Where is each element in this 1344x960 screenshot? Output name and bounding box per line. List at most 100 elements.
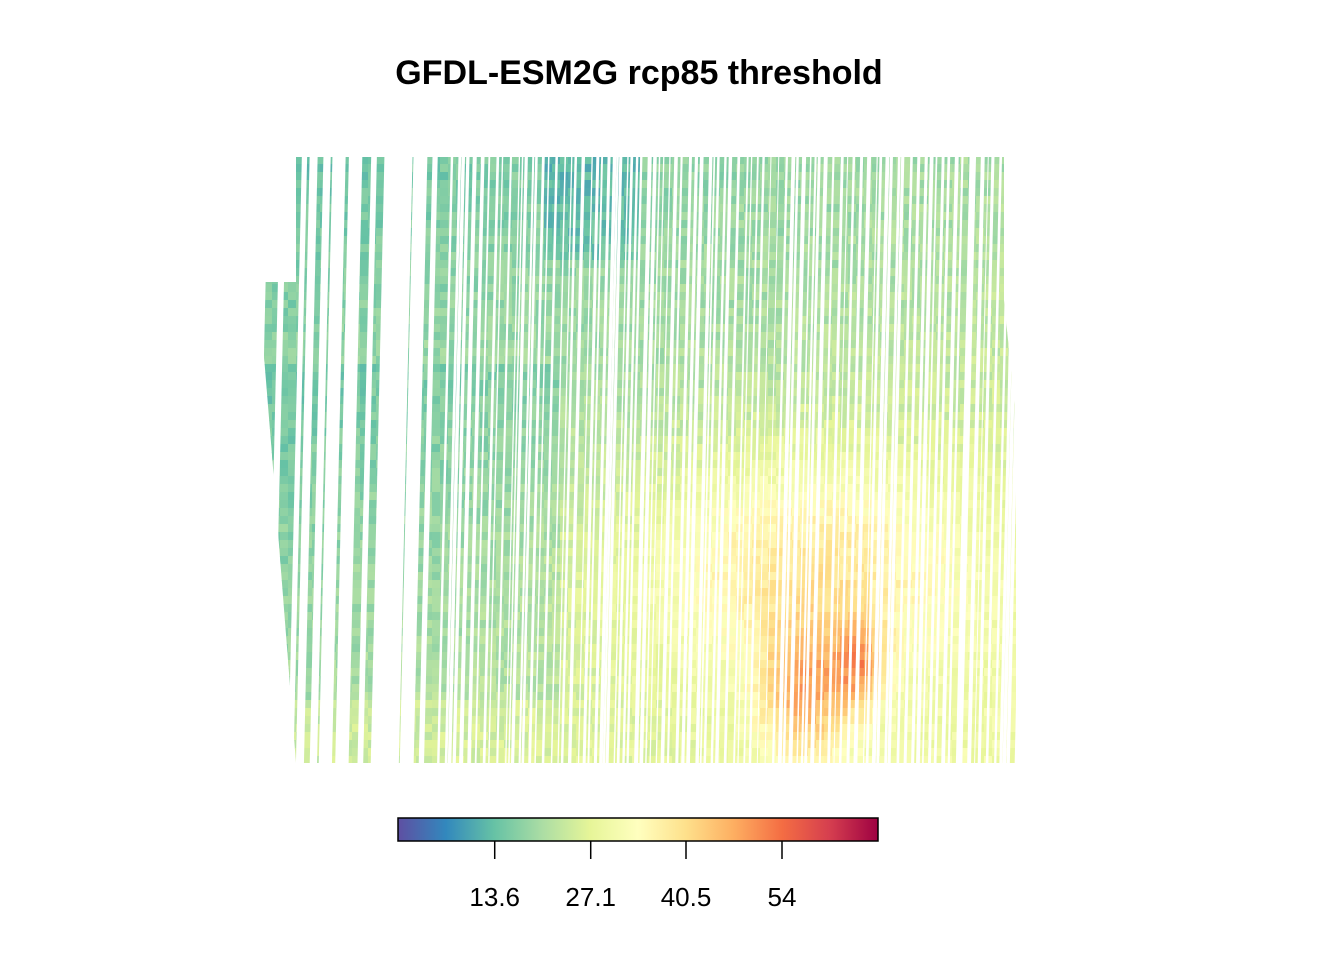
raster-cell bbox=[696, 348, 705, 357]
raster-cell bbox=[616, 316, 625, 325]
raster-cell bbox=[448, 292, 457, 301]
raster-cell bbox=[528, 484, 537, 493]
raster-cell bbox=[544, 380, 553, 389]
raster-cell bbox=[592, 532, 601, 541]
raster-cell bbox=[936, 452, 945, 461]
raster-cell bbox=[264, 420, 273, 429]
raster-cell bbox=[960, 364, 969, 373]
raster-cell bbox=[640, 180, 649, 189]
raster-cell bbox=[880, 380, 889, 389]
raster-cell bbox=[736, 372, 745, 381]
raster-cell bbox=[520, 476, 529, 485]
raster-cell bbox=[576, 492, 585, 501]
raster-cell bbox=[376, 268, 385, 277]
raster-cell bbox=[704, 540, 713, 549]
raster-cell bbox=[928, 468, 937, 477]
raster-cell bbox=[592, 524, 601, 533]
raster-cell bbox=[424, 172, 433, 181]
raster-cell bbox=[744, 172, 753, 181]
raster-cell bbox=[896, 380, 905, 389]
raster-cell bbox=[912, 340, 921, 349]
raster-cell bbox=[440, 252, 449, 261]
raster-cell bbox=[544, 300, 553, 309]
raster-cell bbox=[672, 524, 681, 533]
raster-cell bbox=[352, 516, 361, 525]
raster-cell bbox=[280, 460, 289, 469]
raster-cell bbox=[288, 324, 297, 333]
raster-cell bbox=[280, 300, 289, 309]
raster-cell bbox=[312, 372, 321, 381]
raster-cell bbox=[736, 164, 745, 173]
raster-cell bbox=[776, 284, 785, 293]
raster-cell bbox=[776, 228, 785, 237]
raster-cell bbox=[440, 157, 449, 165]
raster-cell bbox=[368, 372, 377, 381]
raster-cell bbox=[648, 364, 657, 373]
raster-cell bbox=[760, 564, 769, 573]
raster-cell bbox=[656, 157, 665, 165]
raster-cell bbox=[752, 380, 761, 389]
raster-cell bbox=[768, 348, 777, 357]
raster-cell bbox=[864, 412, 873, 421]
raster-cell bbox=[1016, 468, 1025, 477]
raster-cell bbox=[472, 260, 481, 269]
raster-cell bbox=[720, 284, 729, 293]
raster-cell bbox=[376, 332, 385, 341]
raster-cell bbox=[616, 332, 625, 341]
raster-cell bbox=[512, 188, 521, 197]
raster-cell bbox=[648, 396, 657, 405]
raster-cell bbox=[672, 260, 681, 269]
raster-cell bbox=[880, 172, 889, 181]
raster-cell bbox=[864, 380, 873, 389]
raster-cell bbox=[744, 460, 753, 469]
raster-cell bbox=[944, 396, 953, 405]
raster-cell bbox=[272, 172, 281, 181]
raster-cell bbox=[368, 468, 377, 477]
raster-cell bbox=[296, 212, 305, 221]
raster-cell bbox=[504, 508, 513, 517]
raster-cell bbox=[584, 396, 593, 405]
raster-cell bbox=[904, 388, 913, 397]
raster-cell bbox=[656, 540, 665, 549]
raster-cell bbox=[544, 452, 553, 461]
raster-cell bbox=[760, 324, 769, 333]
raster-cell bbox=[488, 300, 497, 309]
raster-cell bbox=[496, 556, 505, 565]
raster-cell bbox=[496, 436, 505, 445]
raster-cell bbox=[896, 500, 905, 509]
raster-cell bbox=[848, 468, 857, 477]
raster-cell bbox=[672, 452, 681, 461]
raster-cell bbox=[840, 508, 849, 517]
raster-cell bbox=[576, 204, 585, 213]
raster-cell bbox=[472, 332, 481, 341]
raster-cell bbox=[280, 452, 289, 461]
raster-cell bbox=[592, 508, 601, 517]
raster-cell bbox=[552, 228, 561, 237]
raster-cell bbox=[480, 332, 489, 341]
raster-cell bbox=[696, 484, 705, 493]
raster-cell bbox=[576, 540, 585, 549]
raster-cell bbox=[504, 452, 513, 461]
raster-cell bbox=[656, 268, 665, 277]
raster-cell bbox=[488, 228, 497, 237]
raster-cell bbox=[512, 340, 521, 349]
raster-cell bbox=[568, 500, 577, 509]
raster-cell bbox=[784, 244, 793, 253]
raster-cell bbox=[888, 252, 897, 261]
raster-cell bbox=[312, 428, 321, 437]
raster-cell bbox=[816, 268, 825, 277]
raster-cell bbox=[464, 348, 473, 357]
raster-cell bbox=[920, 324, 929, 333]
raster-cell bbox=[712, 188, 721, 197]
raster-cell bbox=[920, 364, 929, 373]
raster-cell bbox=[624, 468, 633, 477]
raster-cell bbox=[864, 452, 873, 461]
raster-cell bbox=[904, 452, 913, 461]
raster-cell bbox=[768, 196, 777, 205]
raster-cell bbox=[520, 436, 529, 445]
raster-cell bbox=[448, 420, 457, 429]
raster-cell bbox=[600, 524, 609, 533]
raster-cell bbox=[432, 284, 441, 293]
raster-cell bbox=[528, 276, 537, 285]
raster-cell bbox=[896, 420, 905, 429]
